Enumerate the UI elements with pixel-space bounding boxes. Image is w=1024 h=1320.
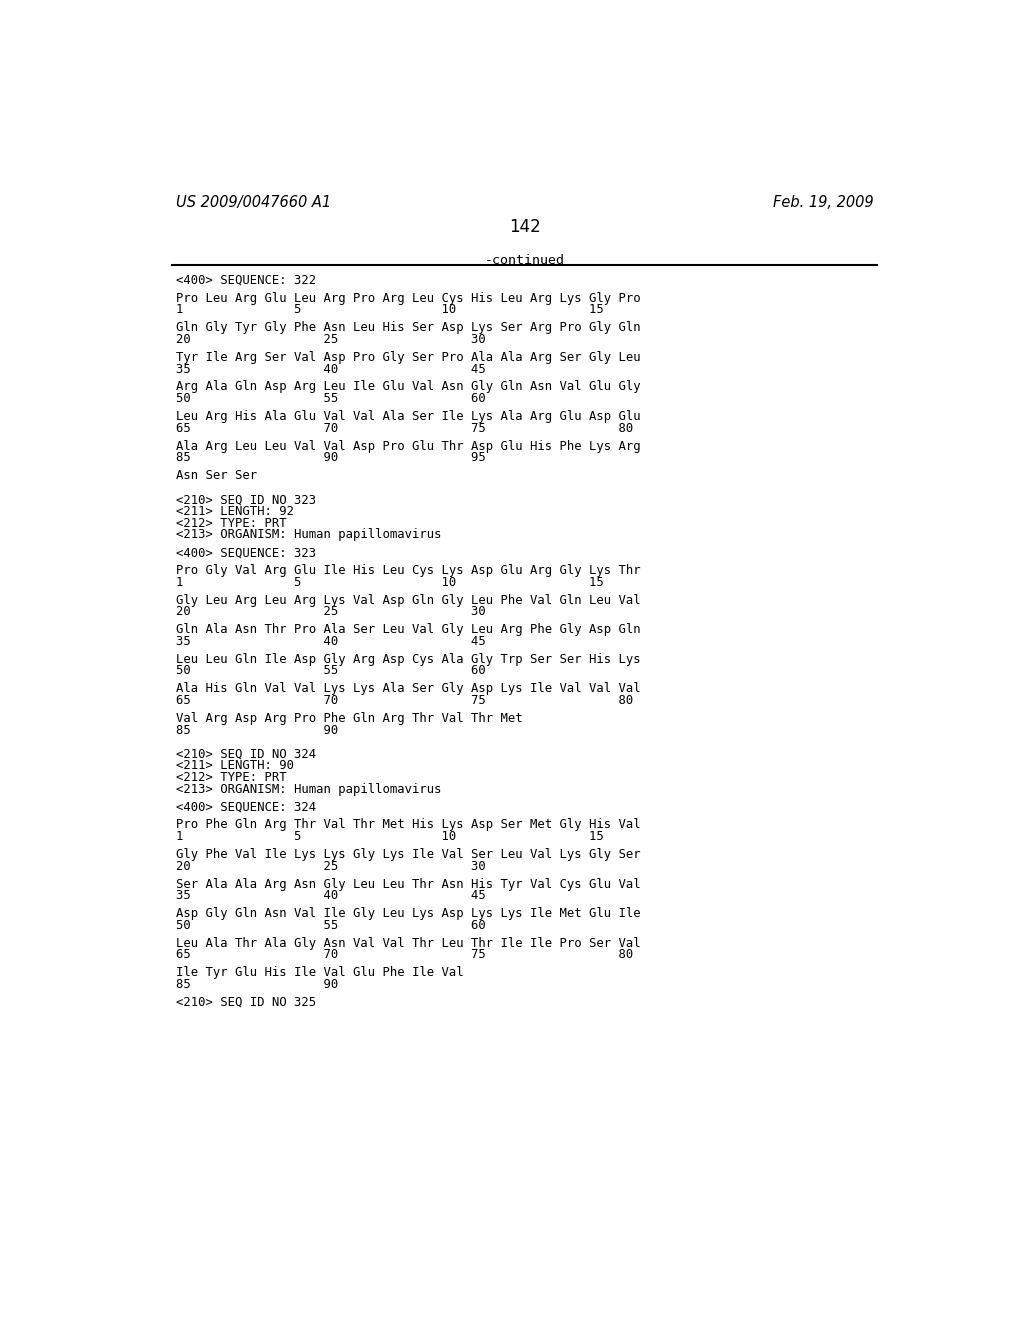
Text: <213> ORGANISM: Human papillomavirus: <213> ORGANISM: Human papillomavirus: [176, 528, 441, 541]
Text: <210> SEQ ID NO 324: <210> SEQ ID NO 324: [176, 747, 316, 760]
Text: <400> SEQUENCE: 324: <400> SEQUENCE: 324: [176, 801, 316, 813]
Text: <210> SEQ ID NO 323: <210> SEQ ID NO 323: [176, 494, 316, 506]
Text: 65                  70                  75                  80: 65 70 75 80: [176, 949, 633, 961]
Text: Leu Arg His Ala Glu Val Val Ala Ser Ile Lys Ala Arg Glu Asp Glu: Leu Arg His Ala Glu Val Val Ala Ser Ile …: [176, 411, 641, 422]
Text: 85                  90                  95: 85 90 95: [176, 451, 485, 465]
Text: 20                  25                  30: 20 25 30: [176, 333, 485, 346]
Text: <400> SEQUENCE: 322: <400> SEQUENCE: 322: [176, 275, 316, 286]
Text: <212> TYPE: PRT: <212> TYPE: PRT: [176, 771, 287, 784]
Text: Leu Ala Thr Ala Gly Asn Val Val Thr Leu Thr Ile Ile Pro Ser Val: Leu Ala Thr Ala Gly Asn Val Val Thr Leu …: [176, 937, 641, 949]
Text: 65                  70                  75                  80: 65 70 75 80: [176, 694, 633, 708]
Text: 142: 142: [509, 218, 541, 236]
Text: Tyr Ile Arg Ser Val Asp Pro Gly Ser Pro Ala Ala Arg Ser Gly Leu: Tyr Ile Arg Ser Val Asp Pro Gly Ser Pro …: [176, 351, 641, 364]
Text: Val Arg Asp Arg Pro Phe Gln Arg Thr Val Thr Met: Val Arg Asp Arg Pro Phe Gln Arg Thr Val …: [176, 711, 522, 725]
Text: Pro Phe Gln Arg Thr Val Thr Met His Lys Asp Ser Met Gly His Val: Pro Phe Gln Arg Thr Val Thr Met His Lys …: [176, 818, 641, 832]
Text: 1               5                   10                  15: 1 5 10 15: [176, 830, 604, 843]
Text: Pro Gly Val Arg Glu Ile His Leu Cys Lys Asp Glu Arg Gly Lys Thr: Pro Gly Val Arg Glu Ile His Leu Cys Lys …: [176, 564, 641, 577]
Text: <212> TYPE: PRT: <212> TYPE: PRT: [176, 516, 287, 529]
Text: Gly Leu Arg Leu Arg Lys Val Asp Gln Gly Leu Phe Val Gln Leu Val: Gly Leu Arg Leu Arg Lys Val Asp Gln Gly …: [176, 594, 641, 607]
Text: <210> SEQ ID NO 325: <210> SEQ ID NO 325: [176, 995, 316, 1008]
Text: Asn Ser Ser: Asn Ser Ser: [176, 469, 257, 482]
Text: 50                  55                  60: 50 55 60: [176, 919, 485, 932]
Text: 50                  55                  60: 50 55 60: [176, 392, 485, 405]
Text: Ala Arg Leu Leu Val Val Asp Pro Glu Thr Asp Glu His Phe Lys Arg: Ala Arg Leu Leu Val Val Asp Pro Glu Thr …: [176, 440, 641, 453]
Text: US 2009/0047660 A1: US 2009/0047660 A1: [176, 195, 331, 210]
Text: 85                  90: 85 90: [176, 723, 338, 737]
Text: <211> LENGTH: 92: <211> LENGTH: 92: [176, 506, 294, 517]
Text: 35                  40                  45: 35 40 45: [176, 635, 485, 648]
Text: 1               5                   10                  15: 1 5 10 15: [176, 304, 604, 317]
Text: 1               5                   10                  15: 1 5 10 15: [176, 576, 604, 589]
Text: 50                  55                  60: 50 55 60: [176, 664, 485, 677]
Text: Arg Ala Gln Asp Arg Leu Ile Glu Val Asn Gly Gln Asn Val Glu Gly: Arg Ala Gln Asp Arg Leu Ile Glu Val Asn …: [176, 380, 641, 393]
Text: Gln Gly Tyr Gly Phe Asn Leu His Ser Asp Lys Ser Arg Pro Gly Gln: Gln Gly Tyr Gly Phe Asn Leu His Ser Asp …: [176, 321, 641, 334]
Text: Ile Tyr Glu His Ile Val Glu Phe Ile Val: Ile Tyr Glu His Ile Val Glu Phe Ile Val: [176, 966, 464, 979]
Text: -continued: -continued: [484, 253, 565, 267]
Text: Gln Ala Asn Thr Pro Ala Ser Leu Val Gly Leu Arg Phe Gly Asp Gln: Gln Ala Asn Thr Pro Ala Ser Leu Val Gly …: [176, 623, 641, 636]
Text: 65                  70                  75                  80: 65 70 75 80: [176, 422, 633, 434]
Text: <213> ORGANISM: Human papillomavirus: <213> ORGANISM: Human papillomavirus: [176, 783, 441, 796]
Text: 35                  40                  45: 35 40 45: [176, 890, 485, 903]
Text: <211> LENGTH: 90: <211> LENGTH: 90: [176, 759, 294, 772]
Text: Gly Phe Val Ile Lys Lys Gly Lys Ile Val Ser Leu Val Lys Gly Ser: Gly Phe Val Ile Lys Lys Gly Lys Ile Val …: [176, 847, 641, 861]
Text: <400> SEQUENCE: 323: <400> SEQUENCE: 323: [176, 546, 316, 560]
Text: Pro Leu Arg Glu Leu Arg Pro Arg Leu Cys His Leu Arg Lys Gly Pro: Pro Leu Arg Glu Leu Arg Pro Arg Leu Cys …: [176, 292, 641, 305]
Text: Feb. 19, 2009: Feb. 19, 2009: [773, 195, 873, 210]
Text: 20                  25                  30: 20 25 30: [176, 606, 485, 618]
Text: Leu Leu Gln Ile Asp Gly Arg Asp Cys Ala Gly Trp Ser Ser His Lys: Leu Leu Gln Ile Asp Gly Arg Asp Cys Ala …: [176, 653, 641, 665]
Text: 35                  40                  45: 35 40 45: [176, 363, 485, 376]
Text: 85                  90: 85 90: [176, 978, 338, 991]
Text: 20                  25                  30: 20 25 30: [176, 859, 485, 873]
Text: Asp Gly Gln Asn Val Ile Gly Leu Lys Asp Lys Lys Ile Met Glu Ile: Asp Gly Gln Asn Val Ile Gly Leu Lys Asp …: [176, 907, 641, 920]
Text: Ser Ala Ala Arg Asn Gly Leu Leu Thr Asn His Tyr Val Cys Glu Val: Ser Ala Ala Arg Asn Gly Leu Leu Thr Asn …: [176, 878, 641, 891]
Text: Ala His Gln Val Val Lys Lys Ala Ser Gly Asp Lys Ile Val Val Val: Ala His Gln Val Val Lys Lys Ala Ser Gly …: [176, 682, 641, 696]
